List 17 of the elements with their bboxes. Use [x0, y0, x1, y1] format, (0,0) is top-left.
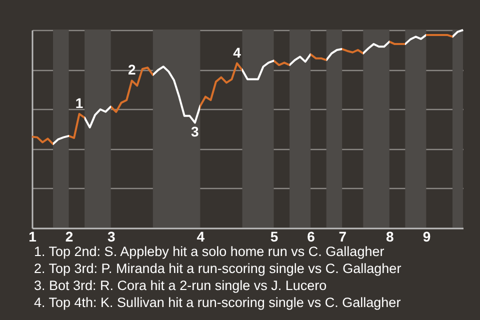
text: 1. Top 2nd: S. Appleby hit a solo home run vs C. Gallagher — [34, 243, 386, 260]
annotation: 4 — [233, 44, 242, 60]
annotation: 2 — [128, 62, 136, 78]
text: 2. Top 3rd: P. Miranda hit a run-scoring single vs C. Gallagher — [34, 260, 402, 277]
x-tick-label: 6 — [307, 228, 316, 244]
x-tick-label: 9 — [422, 228, 431, 244]
x-tick-label: 8 — [386, 228, 394, 244]
annotation: 3 — [191, 124, 200, 140]
x-tick-label: 5 — [270, 228, 278, 244]
x-tick-label: 4 — [196, 228, 205, 244]
x-tick-label: 3 — [107, 228, 116, 244]
annotation: 1 — [75, 94, 84, 111]
x-tick-label: 2 — [65, 228, 74, 244]
x-tick-label: 7 — [338, 228, 347, 244]
x-tick-label: 1 — [28, 228, 37, 244]
text: 3. Bot 3rd: R. Cora hit a 2-run single vs J. Lucero — [34, 277, 328, 294]
text: 4. Top 4th: K. Sullivan hit a run-scoring single vs C. Gallagher — [34, 294, 402, 311]
